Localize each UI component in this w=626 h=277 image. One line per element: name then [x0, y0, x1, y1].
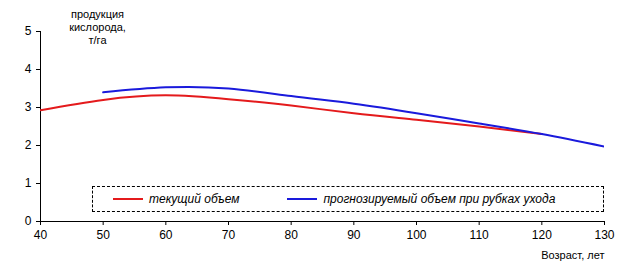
- svg-text:60: 60: [159, 228, 173, 242]
- svg-text:40: 40: [34, 228, 48, 242]
- svg-text:50: 50: [96, 228, 110, 242]
- svg-text:120: 120: [532, 228, 552, 242]
- svg-text:80: 80: [284, 228, 298, 242]
- svg-text:4: 4: [25, 62, 32, 76]
- html-text:текущий объем: текущий объем: [149, 192, 240, 206]
- svg-text:2: 2: [25, 138, 32, 152]
- svg-text:1: 1: [25, 176, 32, 190]
- svg-text:Возраст, лет: Возраст, лет: [541, 249, 604, 261]
- svg-text:100: 100: [406, 228, 426, 242]
- svg-text:70: 70: [222, 228, 236, 242]
- svg-text:110: 110: [470, 228, 489, 242]
- html-text:прогнозируемый объем при рубка: прогнозируемый объем при рубках ухода: [323, 192, 556, 206]
- svg-text:5: 5: [25, 24, 32, 38]
- svg-text:90: 90: [347, 228, 361, 242]
- svg-text:0: 0: [25, 214, 32, 228]
- svg-text:3: 3: [25, 100, 32, 114]
- svg-text:130: 130: [594, 228, 614, 242]
- svg-text:продукциякислорода,т/га: продукциякислорода,т/га: [69, 8, 126, 45]
